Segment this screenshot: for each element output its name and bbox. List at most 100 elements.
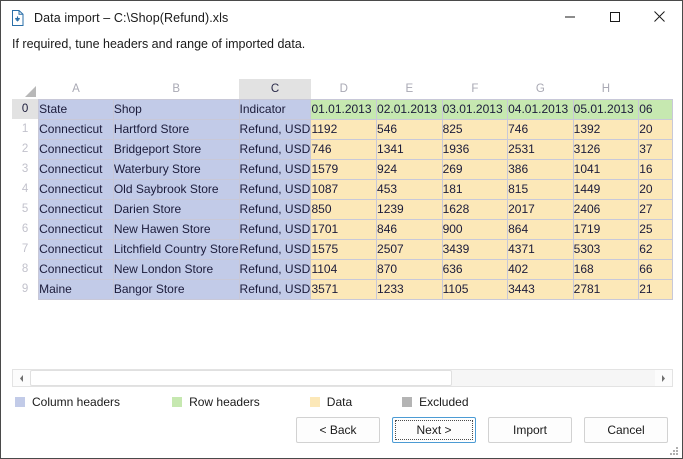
header-cell-state[interactable]: State: [38, 98, 114, 120]
header-cell-indicator[interactable]: Indicator: [238, 98, 312, 120]
cell-indicator[interactable]: Refund, USD: [238, 118, 312, 140]
select-all-corner[interactable]: [12, 79, 39, 99]
cell-value[interactable]: 1575: [310, 238, 378, 260]
cell-state[interactable]: Connecticut: [38, 158, 114, 180]
cell-value[interactable]: 4371: [507, 238, 574, 260]
cell-indicator[interactable]: Refund, USD: [238, 158, 312, 180]
row-number-3[interactable]: 3: [12, 159, 39, 179]
scroll-right-button[interactable]: [655, 370, 672, 386]
cell-value[interactable]: 269: [441, 158, 509, 180]
row-number-7[interactable]: 7: [12, 239, 39, 259]
scrollbar-thumb[interactable]: [30, 370, 452, 386]
cell-value[interactable]: 870: [376, 258, 443, 280]
close-button[interactable]: [637, 1, 682, 32]
cell-value[interactable]: 1392: [572, 118, 640, 140]
cell-shop[interactable]: New Hawen Store: [112, 218, 240, 240]
cell-shop[interactable]: Hartford Store: [112, 118, 240, 140]
cell-value[interactable]: 3126: [572, 138, 640, 160]
cell-value[interactable]: 1719: [572, 218, 640, 240]
cell-state[interactable]: Connecticut: [38, 198, 114, 220]
header-cell-date-4[interactable]: 04.01.2013: [507, 98, 574, 120]
column-letter-e[interactable]: E: [376, 79, 443, 99]
cancel-button[interactable]: Cancel: [584, 417, 668, 443]
cell-value[interactable]: 2781: [572, 278, 640, 300]
cell-value[interactable]: 846: [376, 218, 443, 240]
cell-value[interactable]: 21: [638, 278, 673, 300]
cell-value[interactable]: 924: [376, 158, 443, 180]
spreadsheet-preview[interactable]: A B C D E F G H 0 State Shop Indicator: [12, 79, 673, 379]
cell-state[interactable]: Connecticut: [38, 218, 114, 240]
row-number-8[interactable]: 8: [12, 259, 39, 279]
header-cell-date-6[interactable]: 06: [638, 98, 673, 120]
import-button[interactable]: Import: [488, 417, 572, 443]
cell-value[interactable]: 2531: [507, 138, 574, 160]
cell-value[interactable]: 3439: [441, 238, 509, 260]
cell-indicator[interactable]: Refund, USD: [238, 198, 312, 220]
cell-value[interactable]: 386: [507, 158, 574, 180]
cell-value[interactable]: 402: [507, 258, 574, 280]
cell-value[interactable]: 1701: [310, 218, 378, 240]
cell-value[interactable]: 25: [638, 218, 673, 240]
cell-shop[interactable]: Litchfield Country Store: [112, 238, 240, 260]
cell-value[interactable]: 181: [441, 178, 509, 200]
cell-state[interactable]: Connecticut: [38, 118, 114, 140]
header-cell-date-2[interactable]: 02.01.2013: [376, 98, 443, 120]
horizontal-scrollbar[interactable]: [12, 369, 673, 387]
cell-value[interactable]: 16: [638, 158, 673, 180]
cell-value[interactable]: 1449: [572, 178, 640, 200]
cell-value[interactable]: 66: [638, 258, 673, 280]
cell-value[interactable]: 168: [572, 258, 640, 280]
cell-value[interactable]: 3571: [310, 278, 378, 300]
row-number-5[interactable]: 5: [12, 199, 39, 219]
maximize-button[interactable]: [592, 1, 637, 32]
cell-value[interactable]: 62: [638, 238, 673, 260]
cell-value[interactable]: 2017: [507, 198, 574, 220]
column-letter-i[interactable]: [638, 79, 673, 99]
cell-value[interactable]: 850: [310, 198, 378, 220]
cell-shop[interactable]: Old Saybrook Store: [112, 178, 240, 200]
cell-indicator[interactable]: Refund, USD: [238, 278, 312, 300]
cell-state[interactable]: Maine: [38, 278, 114, 300]
cell-value[interactable]: 2507: [376, 238, 443, 260]
cell-indicator[interactable]: Refund, USD: [238, 138, 312, 160]
cell-state[interactable]: Connecticut: [38, 258, 114, 280]
row-number-0[interactable]: 0: [12, 99, 39, 119]
column-letter-d[interactable]: D: [310, 79, 377, 99]
cell-indicator[interactable]: Refund, USD: [238, 258, 312, 280]
cell-value[interactable]: 1104: [310, 258, 378, 280]
cell-value[interactable]: 900: [441, 218, 509, 240]
cell-value[interactable]: 546: [376, 118, 443, 140]
row-number-9[interactable]: 9: [12, 279, 39, 299]
cell-value[interactable]: 746: [507, 118, 574, 140]
cell-value[interactable]: 1041: [572, 158, 640, 180]
cell-value[interactable]: 1936: [441, 138, 509, 160]
column-letter-c[interactable]: C: [239, 79, 311, 99]
resize-grip-icon[interactable]: [667, 444, 679, 456]
cell-value[interactable]: 746: [310, 138, 378, 160]
header-cell-date-5[interactable]: 05.01.2013: [572, 98, 640, 120]
cell-value[interactable]: 20: [638, 118, 673, 140]
row-number-4[interactable]: 4: [12, 179, 39, 199]
row-number-1[interactable]: 1: [12, 119, 39, 139]
column-letter-g[interactable]: G: [507, 79, 574, 99]
scroll-left-button[interactable]: [13, 370, 30, 386]
minimize-button[interactable]: [547, 1, 592, 32]
header-cell-date-1[interactable]: 01.01.2013: [310, 98, 378, 120]
next-button[interactable]: Next >: [392, 417, 476, 443]
cell-value[interactable]: 1087: [310, 178, 378, 200]
cell-value[interactable]: 864: [507, 218, 574, 240]
row-number-6[interactable]: 6: [12, 219, 39, 239]
cell-shop[interactable]: Waterbury Store: [112, 158, 240, 180]
cell-indicator[interactable]: Refund, USD: [238, 218, 312, 240]
cell-shop[interactable]: Darien Store: [112, 198, 240, 220]
header-cell-date-3[interactable]: 03.01.2013: [441, 98, 509, 120]
cell-value[interactable]: 3443: [507, 278, 574, 300]
column-letter-h[interactable]: H: [573, 79, 639, 99]
cell-state[interactable]: Connecticut: [38, 238, 114, 260]
cell-value[interactable]: 1105: [441, 278, 509, 300]
cell-value[interactable]: 1628: [441, 198, 509, 220]
cell-indicator[interactable]: Refund, USD: [238, 178, 312, 200]
cell-shop[interactable]: Bridgeport Store: [112, 138, 240, 160]
cell-value[interactable]: 20: [638, 178, 673, 200]
cell-value[interactable]: 2406: [572, 198, 640, 220]
